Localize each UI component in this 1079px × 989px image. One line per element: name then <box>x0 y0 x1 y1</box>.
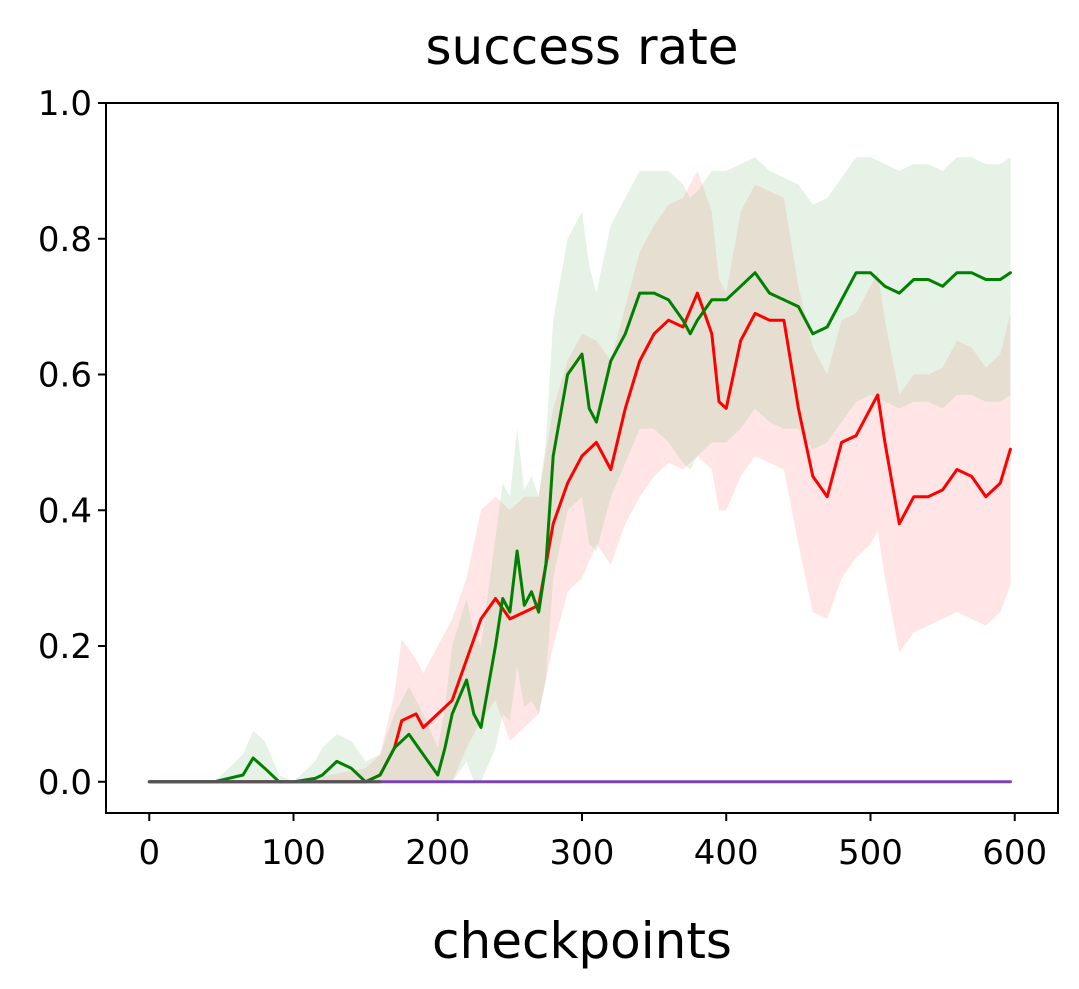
y-tick-label: 0.8 <box>38 220 92 260</box>
x-tick-label: 500 <box>838 833 903 873</box>
x-axis-ticks: 0 100 200 300 400 500 600 <box>138 813 1047 873</box>
x-tick-label: 400 <box>694 833 759 873</box>
x-tick-label: 300 <box>550 833 615 873</box>
y-tick-label: 1.0 <box>38 84 92 124</box>
y-tick-label: 0.0 <box>38 763 92 803</box>
x-tick-label: 100 <box>261 833 326 873</box>
series-line-1 <box>147 271 1012 784</box>
y-axis-ticks: 0.0 0.2 0.4 0.6 0.8 1.0 <box>38 84 106 803</box>
x-axis-label: checkpoints <box>432 912 732 970</box>
series-band-1 <box>149 157 1011 782</box>
y-tick-label: 0.2 <box>38 627 92 667</box>
y-tick-label: 0.4 <box>38 491 92 531</box>
y-tick-label: 0.6 <box>38 356 92 396</box>
chart-title: success rate <box>425 18 738 76</box>
series-line-0 <box>147 291 1012 784</box>
series-lines <box>147 271 1012 784</box>
x-tick-label: 600 <box>982 833 1047 873</box>
x-tick-label: 200 <box>405 833 470 873</box>
series-band-0 <box>149 170 1011 782</box>
x-tick-label: 0 <box>138 833 160 873</box>
confidence-bands <box>149 157 1011 782</box>
